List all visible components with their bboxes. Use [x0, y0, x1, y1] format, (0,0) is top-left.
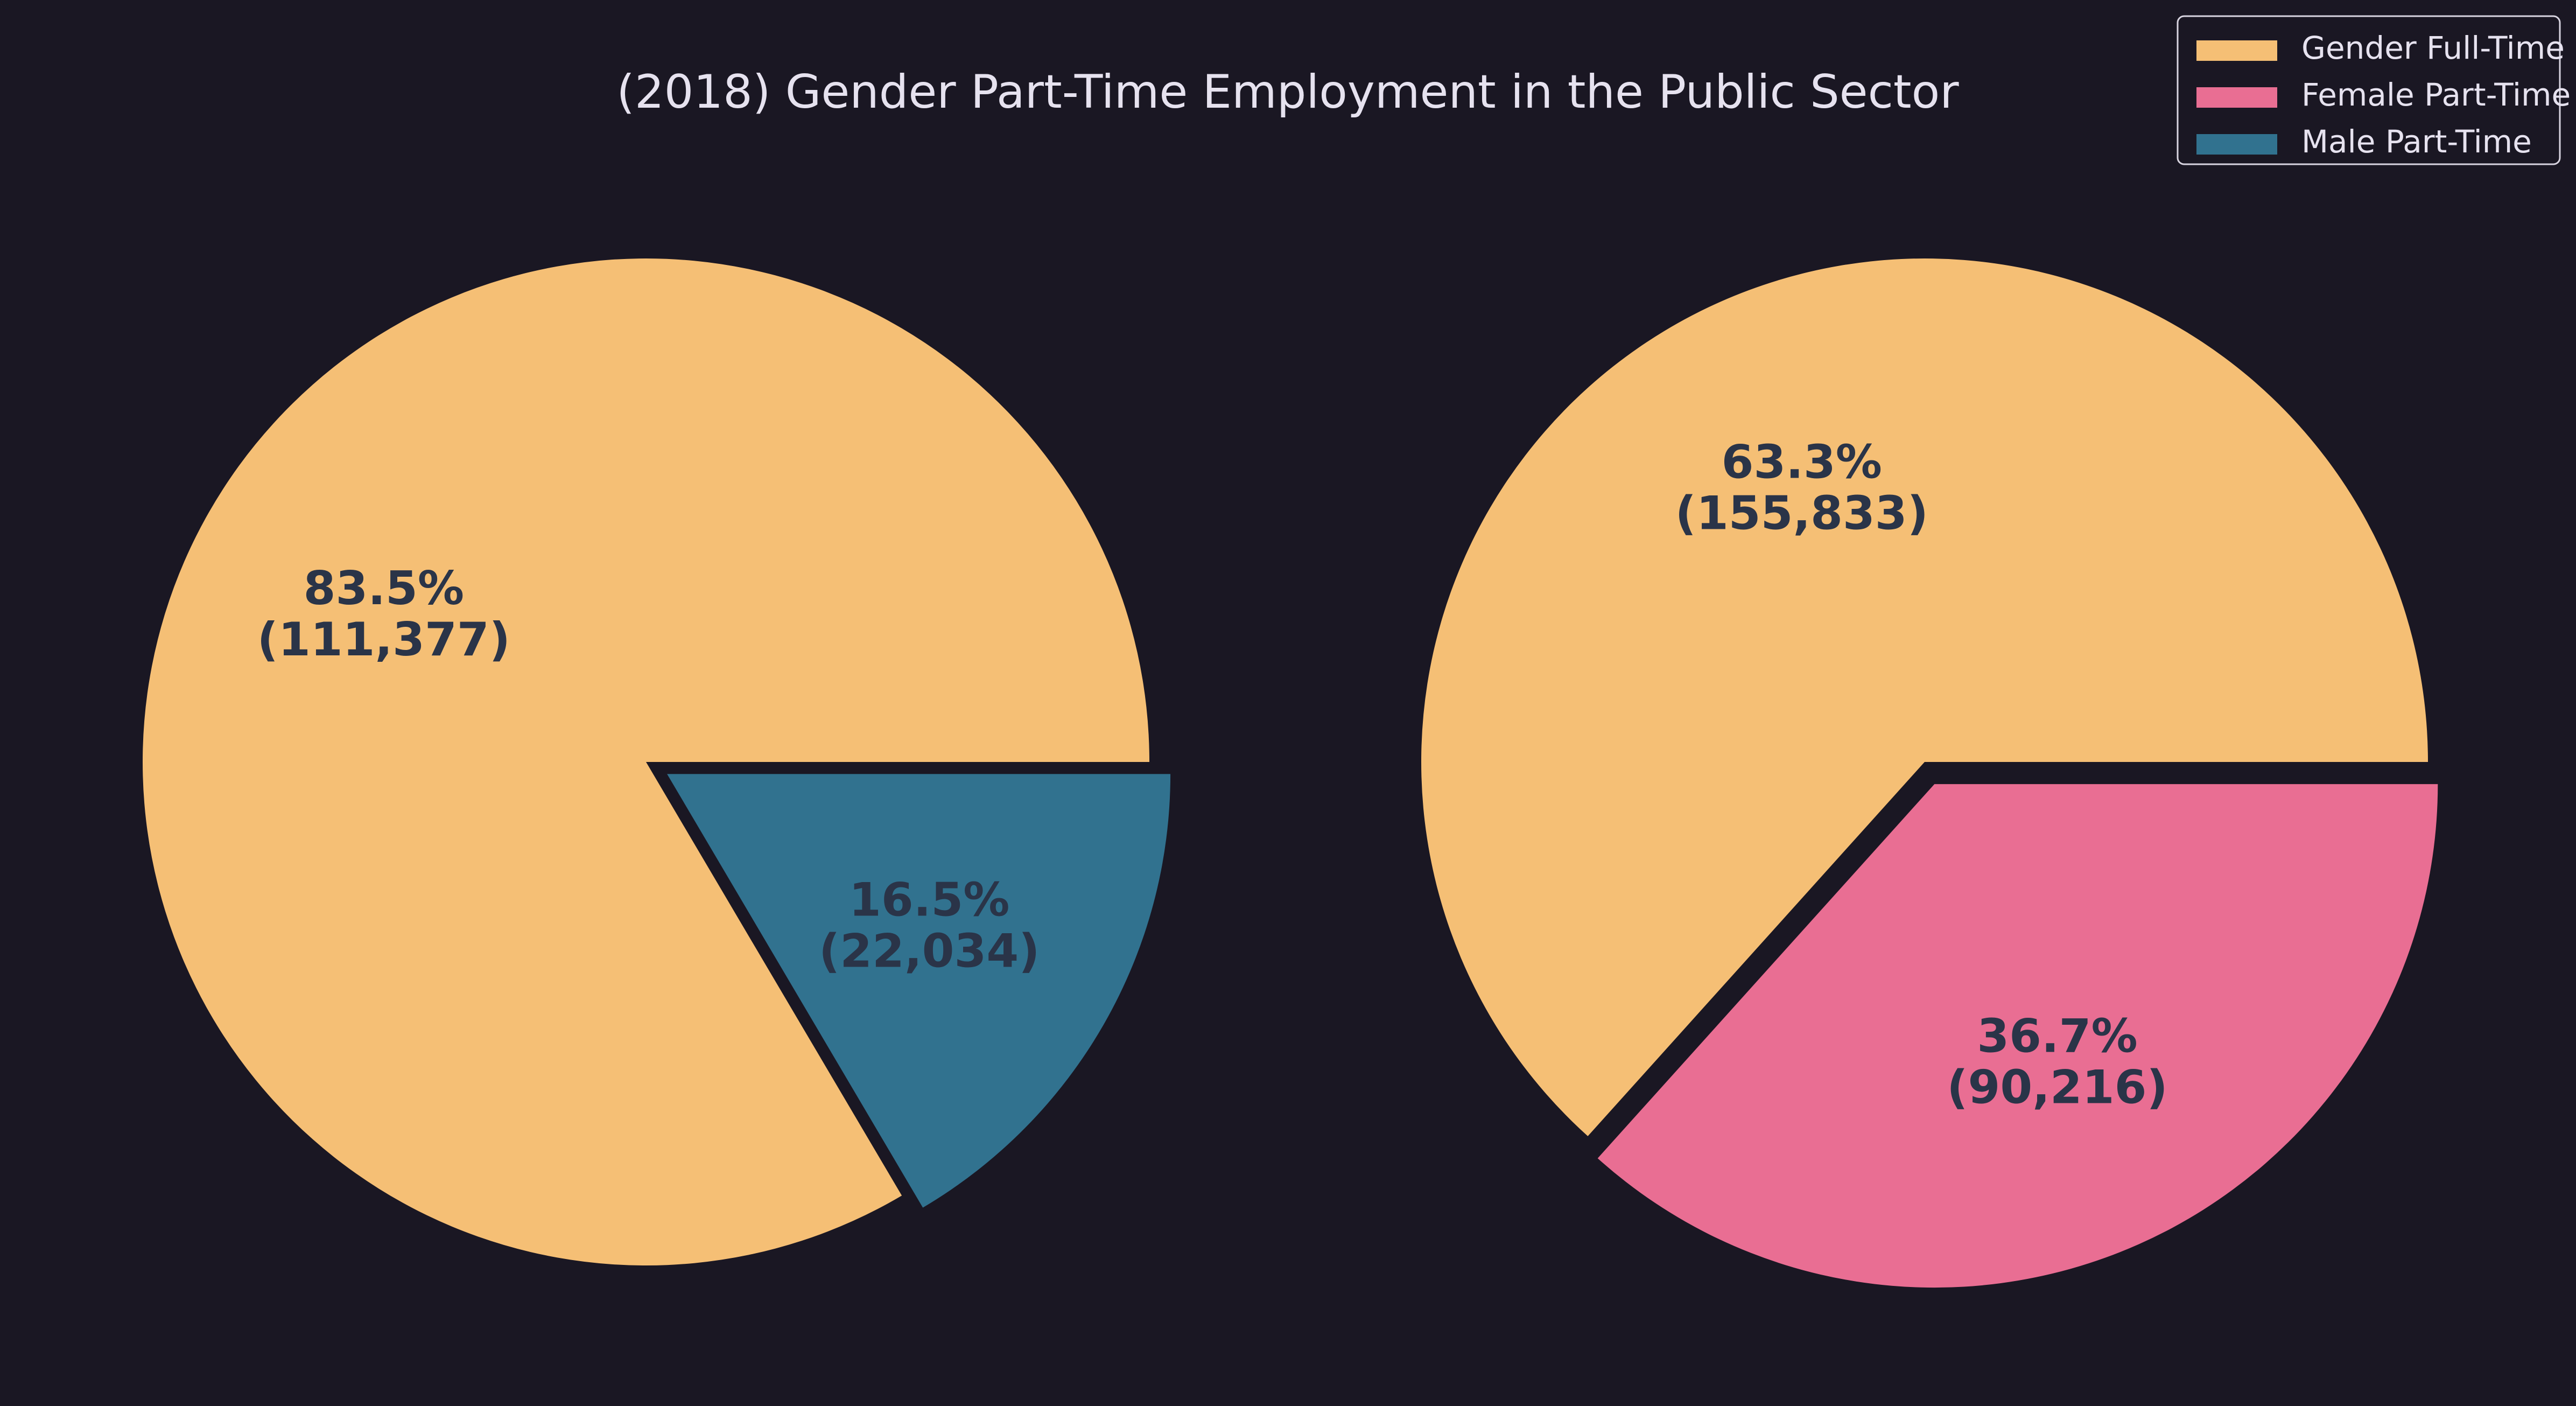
pie-1-slice-male-part-time: [667, 774, 1171, 1208]
legend-swatch: [2196, 87, 2277, 108]
pie-2-slice-gender-full-time: [1421, 258, 2428, 1136]
pie-1-slice-gender-full-time: [143, 258, 1150, 1265]
legend-label: Female Part-Time: [2301, 76, 2571, 113]
slice-value-label: (22,034): [819, 925, 1040, 978]
slice-percent-label: 36.7%: [1977, 1010, 2137, 1064]
slice-value-label: (90,216): [1947, 1061, 2167, 1115]
chart-legend: Gender Full-Time Female Part-Time Male Par…: [2177, 15, 2571, 165]
pie-2-slice-label: 63.3% (155,833): [1675, 436, 1928, 541]
chart-title: (2018) Gender Part-Time Employment in th…: [616, 65, 1959, 119]
pie-1: 83.5% (111,377) 16.5% (22,034): [143, 258, 1171, 1265]
pie-1-slice-label: 16.5% (22,034): [819, 873, 1040, 978]
slice-value-label: (111,377): [257, 613, 510, 667]
slice-percent-label: 83.5%: [304, 562, 464, 615]
legend-swatch: [2196, 40, 2277, 61]
slice-percent-label: 16.5%: [849, 873, 1009, 927]
pie-2: 63.3% (155,833) 36.7% (90,216): [1421, 258, 2438, 1288]
pie-2-slice-female-part-time: [1597, 784, 2438, 1288]
pie-1-slice-label: 83.5% (111,377): [257, 562, 510, 667]
legend-label: Gender Full-Time: [2301, 30, 2565, 66]
slice-value-label: (155,833): [1675, 487, 1928, 541]
legend-swatch: [2196, 134, 2277, 155]
legend-label: Male Part-Time: [2301, 123, 2532, 160]
pie-2-slice-label: 36.7% (90,216): [1947, 1010, 2167, 1115]
pies-group: 83.5% (111,377) 16.5% (22,034) 63.3% (155,833…: [143, 258, 2438, 1288]
slice-percent-label: 63.3%: [1722, 436, 1882, 489]
